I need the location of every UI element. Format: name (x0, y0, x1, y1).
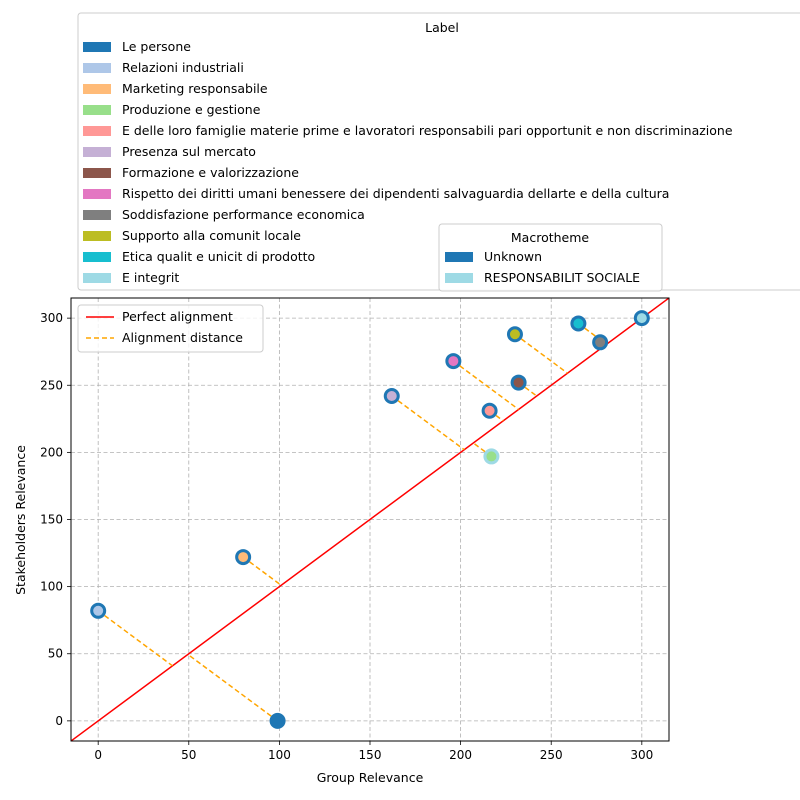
data-point (510, 374, 527, 391)
label-legend-swatch (83, 252, 111, 262)
x-tick-label: 150 (359, 748, 382, 762)
macrotheme-legend-entry: RESPONSABILIT SOCIALE (484, 270, 640, 285)
label-legend-swatch (83, 231, 111, 241)
label-legend-entry: Le persone (122, 39, 191, 54)
label-legend-entry: Produzione e gestione (122, 102, 261, 117)
data-point (481, 402, 498, 419)
label-legend-swatch (83, 63, 111, 73)
y-tick-label: 0 (55, 714, 63, 728)
macrotheme-legend-title: Macrotheme (511, 230, 590, 245)
x-tick-label: 0 (94, 748, 102, 762)
data-point (383, 387, 400, 404)
label-legend-entry: Rispetto dei diritti umani benessere dei… (122, 186, 669, 201)
data-point (483, 448, 500, 465)
macrotheme-legend: Macrotheme Unknown RESPONSABILIT SOCIALE (438, 223, 663, 292)
label-legend: Label Le persone Relazioni industriali Mar… (77, 12, 800, 291)
plot-area: 0 50 100 150 200 250 300 0 50 100 150 200 250 300 (40, 297, 670, 762)
y-tick-label: 300 (40, 311, 63, 325)
data-point (90, 602, 107, 619)
label-legend-entry: E delle loro famiglie materie prime e la… (122, 123, 733, 138)
data-point (506, 326, 523, 343)
label-legend-entry: E integrit (122, 270, 179, 285)
x-tick-label: 50 (181, 748, 196, 762)
label-legend-swatch (83, 105, 111, 115)
x-tick-label: 100 (268, 748, 291, 762)
data-point (592, 334, 609, 351)
data-point (445, 353, 462, 370)
x-tick-label: 250 (540, 748, 563, 762)
data-point (570, 315, 587, 332)
alignment-distance-line (391, 395, 465, 451)
y-tick-label: 250 (40, 378, 63, 392)
y-tick-label: 50 (48, 647, 63, 661)
label-legend-entry: Formazione e valorizzazione (122, 165, 299, 180)
y-tick-label: 100 (40, 580, 63, 594)
y-axis-label: Stakeholders Relevance (13, 445, 28, 595)
y-tick-label: 200 (40, 445, 63, 459)
data-points (90, 310, 650, 729)
label-legend-entry: Relazioni industriali (122, 60, 244, 75)
label-legend-swatch (83, 42, 111, 52)
label-legend-entry: Presenza sul mercato (122, 144, 256, 159)
y-tick-label: 150 (40, 513, 63, 527)
label-legend-swatch (83, 126, 111, 136)
data-point (633, 310, 650, 327)
alignment-distance-line (97, 610, 173, 667)
label-legend-swatch (83, 273, 111, 283)
macrotheme-legend-swatch (445, 273, 473, 283)
alignment-distance-lines (97, 322, 607, 722)
data-point (235, 549, 252, 566)
label-legend-swatch (83, 189, 111, 199)
alignment-distance-line (577, 322, 607, 345)
plot-legend: Perfect alignment Alignment distance (77, 304, 264, 353)
alignment-distance-legend-label: Alignment distance (122, 330, 243, 345)
label-legend-swatch (83, 84, 111, 94)
label-legend-title: Label (425, 20, 459, 35)
label-legend-entry: Soddisfazione performance economica (122, 207, 365, 222)
x-axis-ticks: 0 50 100 150 200 250 300 (94, 741, 653, 762)
x-axis-label: Group Relevance (317, 770, 424, 785)
alignment-distance-line (452, 360, 520, 411)
x-tick-label: 200 (449, 748, 472, 762)
label-legend-swatch (83, 147, 111, 157)
alignment-distance-line (514, 333, 568, 374)
y-axis-ticks: 0 50 100 150 200 250 300 (40, 311, 71, 728)
x-tick-label: 300 (630, 748, 653, 762)
macrotheme-legend-swatch (445, 252, 473, 262)
alignment-distance-line (187, 653, 279, 722)
perfect-alignment-legend-label: Perfect alignment (122, 309, 233, 324)
data-point (269, 712, 286, 729)
label-legend-entry: Etica qualit e unicit di prodotto (122, 249, 315, 264)
label-legend-swatch (83, 168, 111, 178)
label-legend-entry: Supporto alla comunit locale (122, 228, 301, 243)
label-legend-swatch (83, 210, 111, 220)
perfect-alignment-line (71, 298, 669, 741)
label-legend-entry: Marketing responsabile (122, 81, 268, 96)
macrotheme-legend-entry: Unknown (484, 249, 542, 264)
